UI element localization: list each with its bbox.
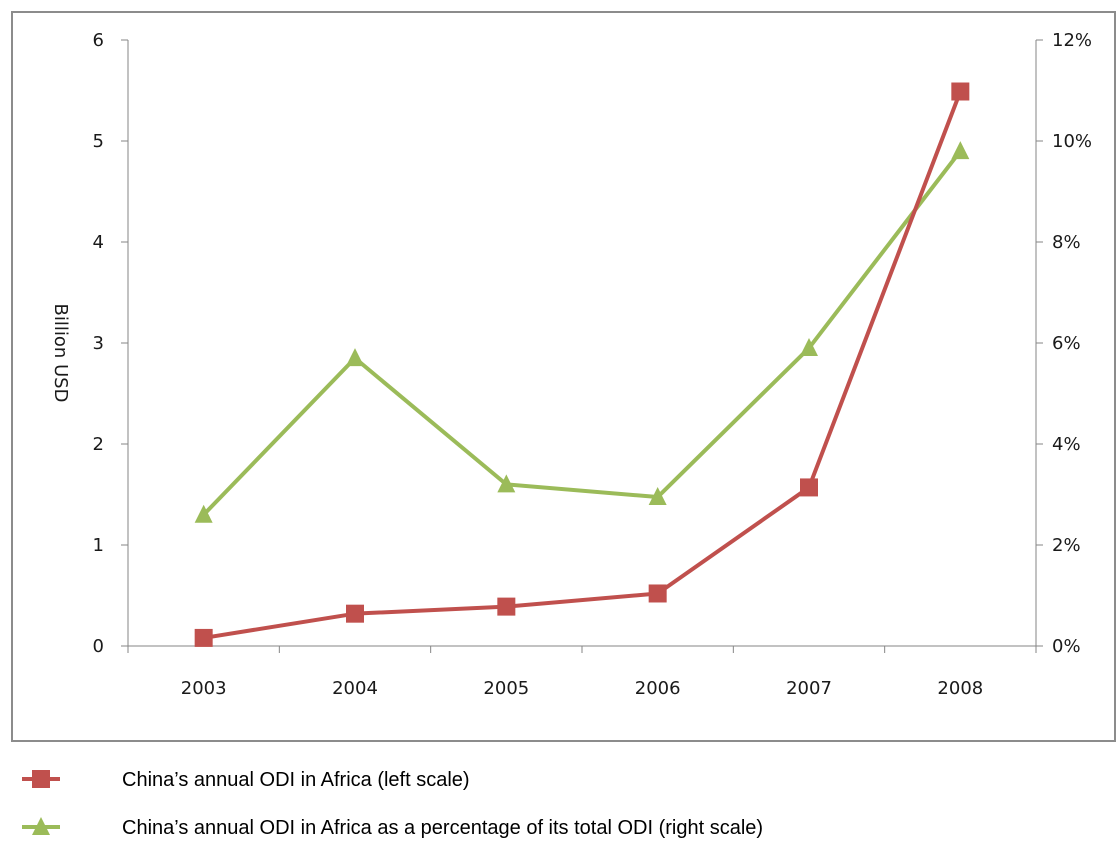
x-tick-label: 2004 [332,678,378,699]
left-axis-title: Billion USD [50,304,71,403]
legend-item: China’s annual ODI in Africa (left scale… [22,769,470,791]
square-marker [32,770,50,788]
square-marker [951,82,970,101]
right-tick-label: 2% [1052,535,1081,556]
legend-item: China’s annual ODI in Africa as a percen… [22,817,763,839]
x-tick-label: 2008 [937,678,983,699]
triangle-marker [800,338,818,357]
right-tick-label: 4% [1052,434,1081,455]
series-odi-percentage [194,141,970,523]
right-tick-label: 12% [1052,30,1092,51]
legend: China’s annual ODI in Africa (left scale… [22,769,763,839]
x-tick-label: 2006 [635,678,681,699]
left-tick-label: 3 [93,333,104,354]
triangle-marker [951,141,970,160]
square-marker [648,584,667,603]
right-tick-label: 10% [1052,131,1092,152]
left-tick-label: 6 [93,30,104,51]
left-tick-label: 0 [93,636,104,657]
triangle-marker [346,348,364,367]
square-marker [346,604,364,623]
square-marker [194,628,213,647]
right-tick-label: 6% [1052,333,1081,354]
triangle-marker [648,487,667,506]
series-odi-billion-usd [194,82,970,647]
triangle-marker [497,474,516,493]
square-marker [800,478,818,497]
left-tick-label: 5 [93,131,104,152]
legend-label: China’s annual ODI in Africa (left scale… [122,769,470,791]
axes-layer: 0 1 2 3 4 5 6 0% 2% 4% 6% 8% 10% 12% 2003 2004 2005 2006 2… [50,30,1092,699]
triangle-marker [32,817,50,835]
left-tick-label: 1 [93,535,104,556]
left-tick-label: 4 [93,232,104,253]
square-marker [497,597,516,616]
x-tick-label: 2007 [786,678,832,699]
x-tick-label: 2005 [483,678,529,699]
triangle-marker [194,504,213,523]
series-line [203,90,963,640]
series-line [202,149,962,517]
left-tick-label: 2 [93,434,104,455]
legend-label: China’s annual ODI in Africa as a percen… [122,817,763,839]
right-tick-label: 0% [1052,636,1081,657]
series-layer [194,82,970,647]
right-tick-label: 8% [1052,232,1081,253]
x-tick-label: 2003 [181,678,227,699]
chart-frame [11,11,1116,742]
